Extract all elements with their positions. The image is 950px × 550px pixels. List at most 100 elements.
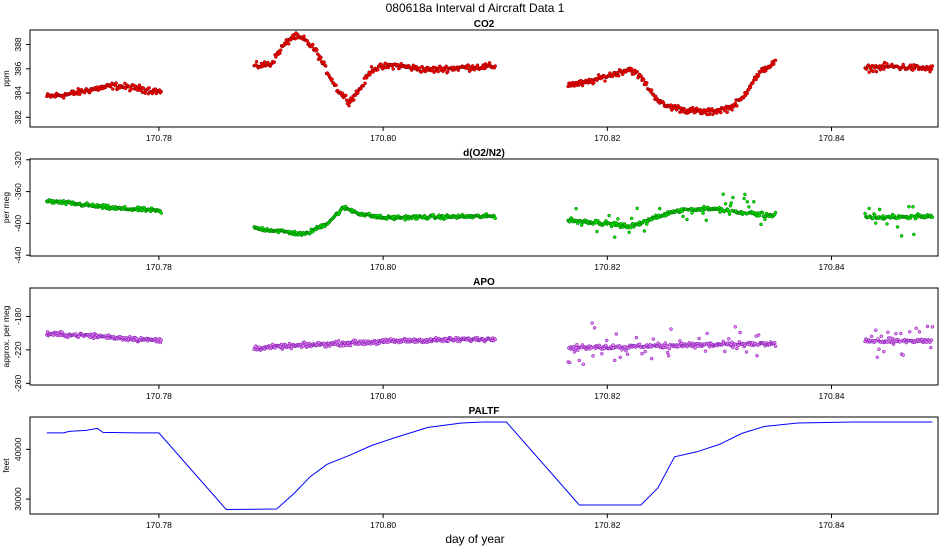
data-point <box>882 67 886 71</box>
data-point <box>697 336 701 341</box>
data-point <box>446 69 450 74</box>
data-point <box>930 64 935 68</box>
data-point <box>634 335 639 340</box>
x-tick-label: 170.84 <box>819 133 845 143</box>
plot-frame <box>29 158 939 257</box>
data-point <box>323 64 328 68</box>
data-point <box>574 206 578 211</box>
data-point <box>711 112 715 117</box>
data-point <box>618 355 623 360</box>
series-segment <box>252 335 497 352</box>
data-point <box>278 51 282 55</box>
plot-area <box>45 31 935 117</box>
y-tick-label: 384 <box>13 86 23 100</box>
data-point <box>319 55 323 60</box>
data-point <box>721 192 725 196</box>
y-tick-label: 388 <box>13 37 23 51</box>
data-point <box>137 83 142 87</box>
data-point <box>592 326 597 330</box>
data-point <box>773 344 778 348</box>
data-point <box>603 79 607 83</box>
data-point <box>914 326 918 331</box>
data-point <box>873 328 878 332</box>
x-tick-label: 170.80 <box>370 133 396 143</box>
data-point <box>159 338 163 342</box>
data-point <box>678 339 682 343</box>
series-segment <box>252 31 497 108</box>
series-segment <box>863 324 935 360</box>
data-point <box>315 48 319 52</box>
data-point <box>340 91 345 96</box>
data-point <box>680 209 684 214</box>
data-point <box>376 67 380 72</box>
data-point <box>727 212 732 216</box>
series-line <box>46 421 933 511</box>
data-point <box>863 211 867 216</box>
data-point <box>744 350 749 354</box>
data-point <box>877 207 882 212</box>
data-point <box>639 74 643 78</box>
data-point <box>600 351 604 356</box>
data-point <box>403 218 407 222</box>
y-tick-label: 386 <box>13 61 23 75</box>
data-point <box>871 216 875 220</box>
data-point <box>727 337 731 341</box>
data-point <box>730 108 734 112</box>
data-point <box>665 343 669 348</box>
data-point <box>690 211 694 215</box>
data-point <box>748 85 753 90</box>
data-point <box>78 92 82 97</box>
y-tick-label: -180 <box>13 308 23 325</box>
x-tick-label: 170.82 <box>594 262 620 272</box>
data-point <box>745 200 750 204</box>
x-tick-label: 170.84 <box>819 262 845 272</box>
data-point <box>912 232 916 237</box>
data-point <box>730 340 734 344</box>
data-point <box>894 331 898 336</box>
data-point <box>114 81 118 85</box>
data-point <box>737 340 742 344</box>
data-point <box>924 340 929 344</box>
panel-title: CO2 <box>474 19 495 30</box>
data-point <box>867 206 871 211</box>
plot-area <box>45 321 935 367</box>
data-point <box>616 217 620 221</box>
data-point <box>129 87 134 91</box>
x-tick-label: 170.78 <box>146 391 172 401</box>
data-point <box>665 350 670 355</box>
data-point <box>681 214 685 219</box>
data-point <box>334 83 338 87</box>
data-point <box>930 325 935 329</box>
y-tick-label: 382 <box>13 110 23 124</box>
data-point <box>363 81 367 86</box>
data-point <box>752 200 756 204</box>
panel-co2: CO2 ppm 170.78 170.80 170.82 170.84 382 384 386 3… <box>1 19 939 143</box>
data-point <box>629 67 634 71</box>
data-point <box>704 218 709 223</box>
plot-area <box>46 421 933 511</box>
data-point <box>756 73 761 78</box>
data-point <box>159 211 163 215</box>
data-point <box>649 88 654 92</box>
data-point <box>867 70 871 75</box>
data-point <box>760 210 765 215</box>
data-point <box>747 205 751 209</box>
data-point <box>738 330 742 335</box>
data-point <box>575 342 579 347</box>
data-point <box>651 337 656 341</box>
data-point <box>735 104 739 108</box>
data-point <box>627 230 631 235</box>
data-point <box>886 330 890 335</box>
data-point <box>881 63 885 67</box>
x-tick-label: 170.82 <box>594 391 620 401</box>
data-point <box>908 63 913 67</box>
data-point <box>666 353 671 358</box>
data-point <box>635 206 639 211</box>
y-tick-label: 40000 <box>13 437 23 461</box>
data-point <box>344 93 348 98</box>
data-point <box>642 229 647 233</box>
data-point <box>735 346 739 351</box>
data-point <box>745 91 750 95</box>
data-point <box>911 205 915 209</box>
